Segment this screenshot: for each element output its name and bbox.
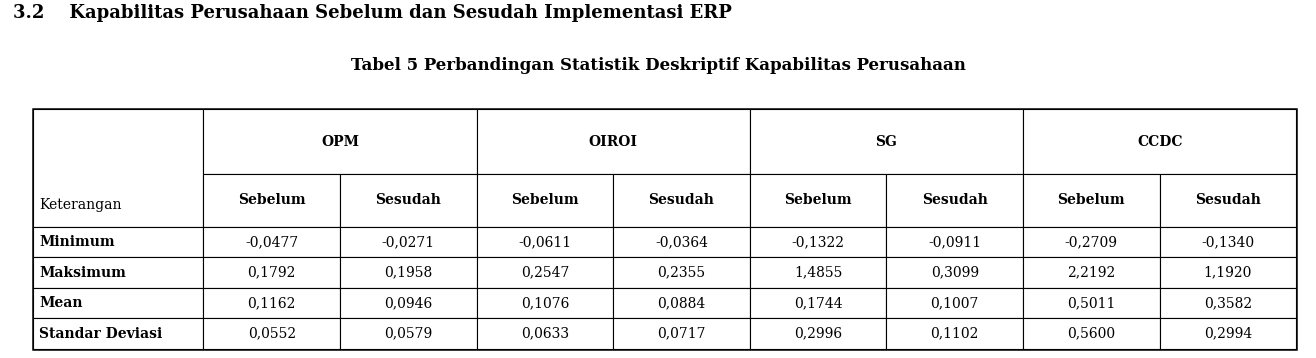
Text: -0,1322: -0,1322	[792, 235, 845, 249]
Text: OPM: OPM	[321, 135, 359, 149]
Text: 0,3099: 0,3099	[930, 266, 979, 280]
Text: -0,0911: -0,0911	[928, 235, 982, 249]
Text: 0,0579: 0,0579	[384, 327, 433, 341]
Text: 0,2996: 0,2996	[794, 327, 842, 341]
Text: 3.2    Kapabilitas Perusahaan Sebelum dan Sesudah Implementasi ERP: 3.2 Kapabilitas Perusahaan Sebelum dan S…	[13, 4, 732, 21]
Text: 2,2192: 2,2192	[1067, 266, 1116, 280]
Text: 0,0884: 0,0884	[658, 296, 705, 310]
Text: 1,1920: 1,1920	[1204, 266, 1252, 280]
Text: 0,2547: 0,2547	[521, 266, 569, 280]
Text: Sebelum: Sebelum	[511, 193, 579, 207]
Text: SG: SG	[875, 135, 898, 149]
Text: 0,2994: 0,2994	[1204, 327, 1252, 341]
Text: -0,0477: -0,0477	[245, 235, 299, 249]
Text: 0,1958: 0,1958	[384, 266, 433, 280]
Text: 0,5600: 0,5600	[1067, 327, 1116, 341]
Text: Sesudah: Sesudah	[1195, 193, 1261, 207]
Text: 0,2355: 0,2355	[658, 266, 705, 280]
Text: Sesudah: Sesudah	[921, 193, 988, 207]
Text: Sesudah: Sesudah	[375, 193, 441, 207]
Text: Standar Deviasi: Standar Deviasi	[39, 327, 163, 341]
Text: 0,1162: 0,1162	[247, 296, 296, 310]
Text: Sebelum: Sebelum	[238, 193, 305, 207]
Text: 0,0633: 0,0633	[521, 327, 569, 341]
Text: Sebelum: Sebelum	[784, 193, 851, 207]
Text: -0,0364: -0,0364	[655, 235, 708, 249]
Text: -0,1340: -0,1340	[1202, 235, 1254, 249]
Text: 0,1007: 0,1007	[930, 296, 979, 310]
Text: -0,0271: -0,0271	[382, 235, 434, 249]
Text: 0,1744: 0,1744	[794, 296, 842, 310]
Text: OIROI: OIROI	[588, 135, 638, 149]
Text: 0,0946: 0,0946	[384, 296, 433, 310]
Text: 0,0552: 0,0552	[247, 327, 296, 341]
Text: -0,2709: -0,2709	[1065, 235, 1117, 249]
Text: Sebelum: Sebelum	[1058, 193, 1125, 207]
Text: 0,5011: 0,5011	[1067, 296, 1116, 310]
Text: 0,3582: 0,3582	[1204, 296, 1252, 310]
Text: 1,4855: 1,4855	[794, 266, 842, 280]
Text: Minimum: Minimum	[39, 235, 114, 249]
Text: Maksimum: Maksimum	[39, 266, 126, 280]
Text: 0,0717: 0,0717	[657, 327, 705, 341]
Text: Keterangan: Keterangan	[39, 198, 122, 212]
Text: CCDC: CCDC	[1137, 135, 1182, 149]
Text: Tabel 5 Perbandingan Statistik Deskriptif Kapabilitas Perusahaan: Tabel 5 Perbandingan Statistik Deskripti…	[350, 57, 966, 74]
Text: 0,1076: 0,1076	[521, 296, 569, 310]
Text: Mean: Mean	[39, 296, 83, 310]
Text: 0,1102: 0,1102	[930, 327, 979, 341]
Text: 0,1792: 0,1792	[247, 266, 296, 280]
Text: Sesudah: Sesudah	[649, 193, 715, 207]
Text: -0,0611: -0,0611	[519, 235, 571, 249]
